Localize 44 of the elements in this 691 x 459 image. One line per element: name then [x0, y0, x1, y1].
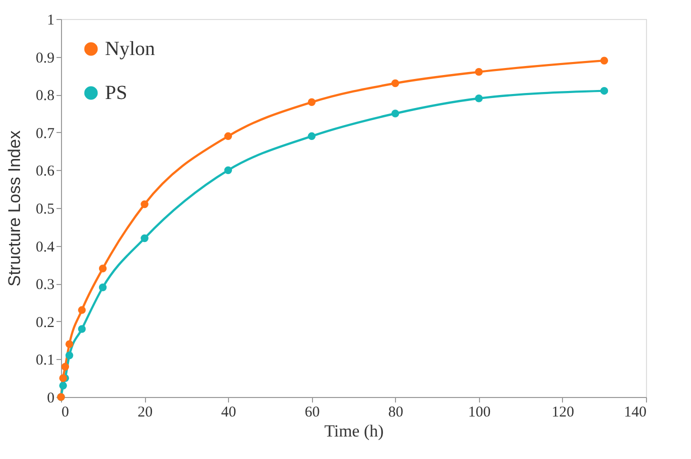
x-tick-label: 120: [552, 404, 574, 420]
point: [61, 362, 70, 371]
point: [600, 56, 608, 64]
y-tick-label: 1: [47, 12, 54, 28]
y-tick-label: 0.8: [36, 88, 54, 104]
y-tick-label: 0.5: [36, 202, 54, 218]
point: [140, 234, 148, 242]
point: [78, 325, 86, 333]
y-tick-label: 0: [47, 390, 54, 406]
y-tick-label: 0.3: [36, 277, 54, 294]
point: [474, 68, 483, 76]
x-tick-label: 40: [221, 404, 236, 420]
point: [224, 166, 232, 174]
x-tick-label: 20: [138, 404, 153, 420]
point: [140, 200, 148, 208]
point: [224, 132, 232, 140]
point: [65, 352, 74, 360]
x-tick-label: 140: [624, 404, 646, 420]
point: [474, 94, 483, 102]
point: [65, 340, 74, 348]
y-tick-label: 0.2: [36, 314, 54, 331]
x-tick-label: 60: [304, 404, 320, 420]
x-tick-label: 0: [62, 404, 69, 420]
point: [98, 284, 107, 292]
point: [78, 306, 86, 314]
y-tick-label: 0.1: [36, 352, 54, 369]
x-tick-label: 100: [468, 404, 491, 420]
point: [98, 264, 107, 272]
x-tick-label: 80: [388, 404, 404, 420]
y-tick-label: 0.9: [36, 50, 54, 66]
point: [308, 98, 316, 106]
point: [600, 86, 608, 95]
x-axis-title: Time (h): [324, 422, 384, 440]
point: [59, 382, 67, 390]
legend-label: PS: [105, 82, 128, 104]
legend-label: Nylon: [105, 38, 155, 60]
point: [391, 110, 400, 118]
y-tick-label: 0.4: [36, 239, 55, 256]
y-axis-title: Structure Loss Index: [4, 130, 24, 286]
point: [59, 374, 67, 382]
y-tick-label: 0.6: [36, 164, 55, 180]
point: [391, 79, 400, 88]
point: [308, 132, 316, 140]
y-tick-label: 0.7: [36, 126, 55, 142]
